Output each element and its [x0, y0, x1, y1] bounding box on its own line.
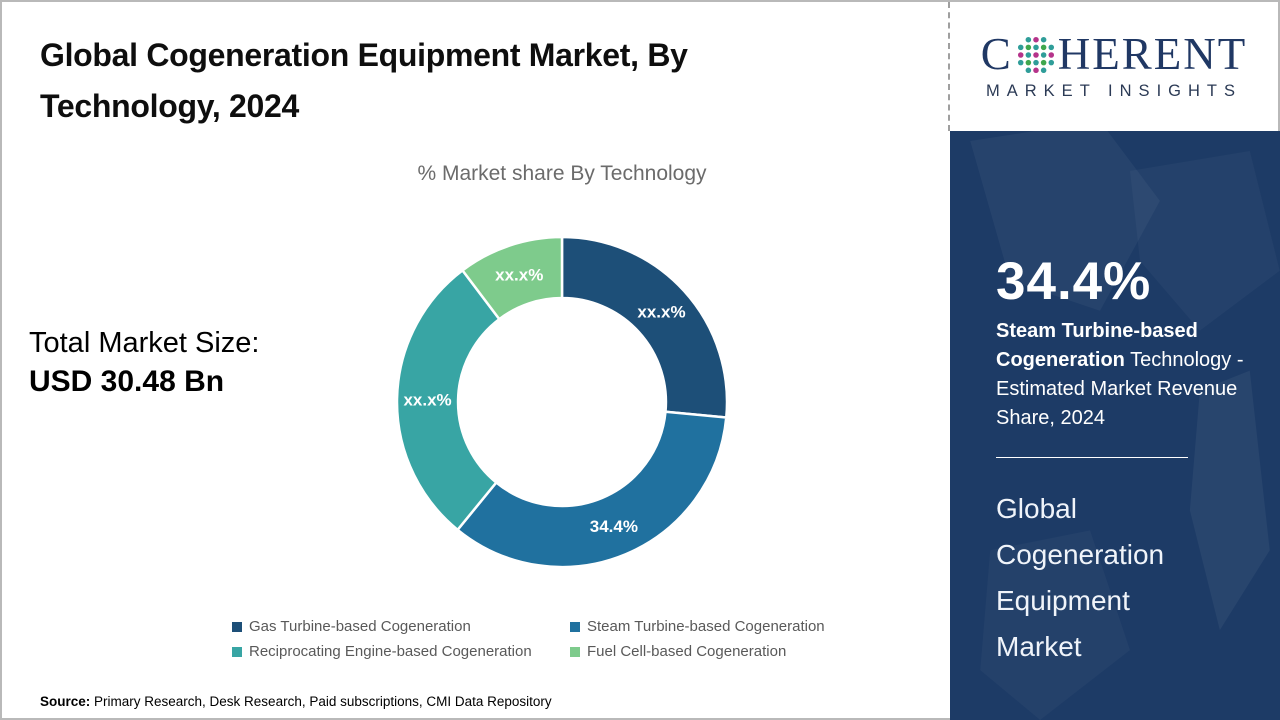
coherent-market-insights-logo: C HERENT MARKET INSIGHTS — [948, 2, 1278, 131]
total-market-size: Total Market Size: USD 30.48 Bn — [29, 324, 259, 402]
source-text: Primary Research, Desk Research, Paid su… — [90, 694, 552, 709]
sidebar-stat-segment-name: Steam Turbine-based Cogeneration — [996, 320, 1198, 372]
legend-item-steam-turbine: Steam Turbine-based Cogeneration — [570, 618, 825, 635]
legend-item-reciprocating-engine: Reciprocating Engine-based Cogeneration — [232, 643, 568, 660]
page-title: Global Cogeneration Equipment Market, By… — [40, 37, 688, 124]
sidebar-stat-description: Steam Turbine-based Cogeneration Technol… — [996, 317, 1248, 433]
legend-swatch-fuel-cell — [570, 646, 580, 657]
source-line: Source: Primary Research, Desk Research,… — [40, 694, 552, 709]
donut-slice-2 — [395, 268, 502, 532]
globe-dot — [1017, 44, 1024, 50]
globe-dot — [1017, 51, 1024, 58]
chart-subtitle: % Market share By Technology — [417, 162, 707, 185]
donut-slice-label-3: xx.x% — [495, 266, 543, 285]
donut-slice-label-1: 34.4% — [590, 517, 638, 536]
globe-dot — [1040, 36, 1047, 42]
donut-slice-label-2: xx.x% — [403, 390, 451, 409]
globe-dot — [1032, 36, 1039, 42]
globe-dot — [1040, 67, 1047, 73]
globe-dot — [1040, 59, 1047, 65]
globe-dot — [1025, 51, 1031, 58]
globe-dot — [1048, 59, 1054, 65]
source-label: Source: — [40, 694, 91, 709]
total-market-value: USD 30.48 Bn — [29, 365, 225, 398]
donut-slice-label-0: xx.x% — [637, 302, 685, 321]
sidebar-stat-value: 34.4% — [996, 252, 1152, 311]
logo-letter-c: C — [980, 29, 1013, 79]
total-market-label: Total Market Size: — [29, 327, 260, 359]
globe-dot — [1040, 51, 1047, 58]
logo-tagline: MARKET INSIGHTS — [986, 82, 1242, 100]
globe-dot — [1025, 59, 1031, 65]
logo-wordmark: C HERENT — [981, 32, 1248, 77]
globe-dot — [1025, 36, 1031, 42]
legend-swatch-steam-turbine — [570, 621, 580, 632]
globe-dot — [1040, 44, 1047, 50]
sidebar-divider — [996, 457, 1188, 459]
globe-dot — [1025, 44, 1031, 50]
sidebar-market-name: Global Cogeneration Equipment Market — [996, 493, 1165, 663]
sidebar-panel: 34.4% Steam Turbine-based Cogeneration T… — [950, 131, 1280, 720]
globe-dot — [1032, 44, 1039, 50]
donut-slice-0 — [560, 235, 729, 419]
legend-swatch-reciprocating-engine — [232, 646, 242, 657]
legend-label-steam-turbine: Steam Turbine-based Cogeneration — [587, 618, 825, 635]
donut-slice-3 — [460, 235, 564, 321]
sidebar-stat-segment-rest: Technology - Estimated Market Revenue Sh… — [996, 349, 1244, 430]
donut-chart-svg: xx.x% 34.4% xx.x% xx.x% — [395, 235, 729, 569]
legend-label-fuel-cell: Fuel Cell-based Cogeneration — [587, 643, 787, 660]
globe-dot — [1048, 44, 1054, 50]
globe-dot — [1032, 67, 1039, 73]
dotted-globe-icon — [1017, 36, 1054, 73]
globe-dot — [1025, 67, 1031, 73]
globe-dot — [1048, 51, 1054, 58]
legend-label-gas-turbine: Gas Turbine-based Cogeneration — [249, 618, 471, 635]
legend-item-fuel-cell: Fuel Cell-based Cogeneration — [570, 643, 825, 660]
globe-dot — [1032, 59, 1039, 65]
globe-dot — [1032, 51, 1039, 58]
legend-label-reciprocating-engine: Reciprocating Engine-based Cogeneration — [249, 643, 532, 660]
globe-dot — [1017, 59, 1024, 65]
legend-swatch-gas-turbine — [232, 621, 242, 632]
legend-item-gas-turbine: Gas Turbine-based Cogeneration — [232, 618, 568, 635]
donut-chart: xx.x% 34.4% xx.x% xx.x% — [392, 232, 732, 572]
logo-letters-rest: HERENT — [1057, 29, 1248, 79]
chart-legend: Gas Turbine-based Cogeneration Steam Tur… — [232, 618, 825, 660]
donut-slice-1 — [455, 410, 728, 569]
